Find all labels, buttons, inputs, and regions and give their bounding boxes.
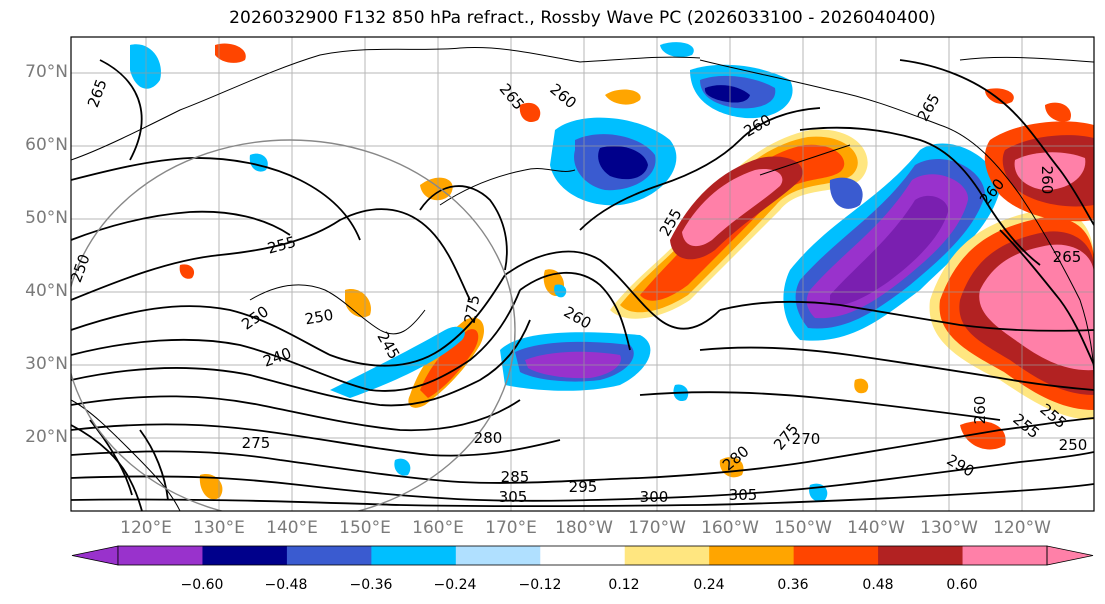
refractivity-contours bbox=[71, 59, 1094, 511]
lon-label-160e: 160°E bbox=[412, 518, 464, 538]
coastlines bbox=[71, 47, 1094, 511]
colorbar-arrow-left bbox=[71, 545, 119, 566]
colorbar-tick-label: −0.60 bbox=[180, 577, 224, 593]
colorbar bbox=[71, 545, 1094, 566]
lon-label-170w: 170°W bbox=[628, 518, 686, 538]
colorbar-segment bbox=[286, 546, 372, 565]
contour-label: 260 bbox=[971, 396, 989, 425]
lat-label-60n: 60°N bbox=[25, 135, 68, 155]
lat-label-70n: 70°N bbox=[25, 62, 68, 82]
contour-label: 275 bbox=[461, 293, 484, 324]
lon-label-150e: 150°E bbox=[339, 518, 391, 538]
lon-label-150w: 150°W bbox=[774, 518, 832, 538]
colorbar-tick-label: −0.24 bbox=[433, 577, 477, 593]
map-panel: 265 2602652602552602502552502452502402752… bbox=[71, 37, 1094, 511]
colorbar-tick-label: 0.12 bbox=[608, 577, 640, 593]
colorbar-tick-label: −0.48 bbox=[264, 577, 308, 593]
contour-label: 305 bbox=[729, 486, 758, 504]
lon-label-180w: 180°W bbox=[555, 518, 613, 538]
colorbar-tick-label: 0.48 bbox=[862, 577, 894, 593]
lon-label-170e: 170°E bbox=[485, 518, 537, 538]
contour-label: 295 bbox=[569, 478, 598, 496]
lat-label-40n: 40°N bbox=[25, 281, 68, 301]
contour-label: 265 bbox=[1053, 248, 1082, 266]
colorbar-segment bbox=[793, 546, 879, 565]
colorbar-segment bbox=[962, 546, 1048, 565]
lon-label-140w: 140°W bbox=[847, 518, 905, 538]
lon-label-120e: 120°E bbox=[120, 518, 172, 538]
lat-lon-grid bbox=[71, 37, 1094, 511]
map-frame bbox=[70, 36, 1095, 512]
colorbar-tick-label: 0.36 bbox=[777, 577, 809, 593]
colorbar-segment bbox=[371, 546, 457, 565]
lat-label-20n: 20°N bbox=[25, 427, 68, 447]
contour-label: 285 bbox=[501, 468, 530, 486]
contour-label: 275 bbox=[242, 434, 271, 452]
contour-label: 305 bbox=[499, 488, 528, 506]
colorbar-segment bbox=[709, 546, 795, 565]
map-title: 2026032900 F132 850 hPa refract., Rossby… bbox=[229, 8, 936, 28]
contour-label: 250 bbox=[303, 306, 334, 329]
lon-label-130e: 130°E bbox=[193, 518, 245, 538]
contour-label: 260 bbox=[1038, 166, 1056, 195]
contour-label: 250 bbox=[1059, 436, 1088, 454]
lon-label-120w: 120°W bbox=[993, 518, 1051, 538]
colorbar-segment bbox=[455, 546, 541, 565]
lon-label-130w: 130°W bbox=[920, 518, 978, 538]
colorbar-frame bbox=[117, 545, 1048, 566]
lat-label-50n: 50°N bbox=[25, 208, 68, 228]
colorbar-tick-label: 0.60 bbox=[946, 577, 978, 593]
lon-label-160w: 160°W bbox=[701, 518, 759, 538]
colorbar-segment bbox=[202, 546, 288, 565]
colorbar-segment bbox=[878, 546, 964, 565]
colorbar-tick-label: 0.24 bbox=[693, 577, 725, 593]
colorbar-arrow-right bbox=[1046, 545, 1094, 566]
colorbar-segment bbox=[540, 546, 626, 565]
contour-label: 270 bbox=[792, 430, 821, 448]
colorbar-tick-label: −0.12 bbox=[518, 577, 562, 593]
lon-label-140e: 140°E bbox=[266, 518, 318, 538]
colorbar-tick-label: −0.36 bbox=[349, 577, 393, 593]
contour-label: 300 bbox=[640, 488, 669, 506]
contour-label: 280 bbox=[474, 429, 503, 447]
lat-label-30n: 30°N bbox=[25, 354, 68, 374]
rossby-wave-pc-shading bbox=[130, 42, 1094, 502]
colorbar-segment bbox=[118, 546, 203, 565]
colorbar-segment bbox=[624, 546, 710, 565]
reference-ellipse bbox=[71, 139, 516, 511]
